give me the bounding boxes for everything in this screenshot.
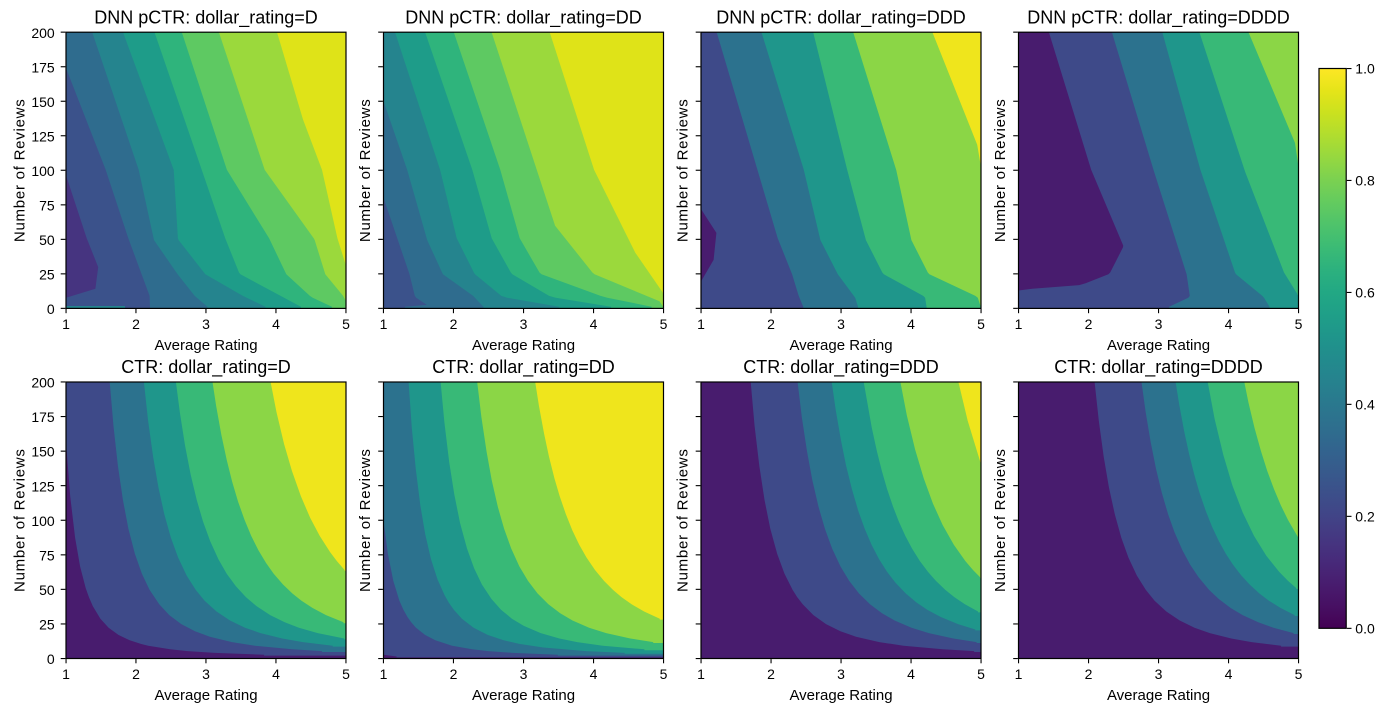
svg-text:1: 1 (380, 666, 388, 682)
svg-text:4: 4 (590, 316, 598, 332)
svg-text:3: 3 (520, 666, 528, 682)
svg-text:0: 0 (47, 651, 55, 667)
svg-text:Number of Reviews: Number of Reviews (11, 98, 28, 242)
svg-text:3: 3 (202, 666, 210, 682)
svg-text:Average Rating: Average Rating (154, 687, 257, 704)
svg-text:125: 125 (31, 478, 55, 494)
svg-text:1.0: 1.0 (1355, 61, 1375, 77)
svg-text:1: 1 (697, 666, 705, 682)
svg-text:0: 0 (47, 301, 55, 317)
svg-text:100: 100 (31, 163, 55, 179)
svg-text:5: 5 (342, 316, 350, 332)
svg-text:75: 75 (39, 547, 55, 563)
svg-text:50: 50 (39, 232, 55, 248)
svg-text:5: 5 (977, 666, 985, 682)
svg-text:1: 1 (1015, 316, 1023, 332)
svg-text:CTR: dollar_rating=DDDD: CTR: dollar_rating=DDDD (1054, 357, 1263, 378)
svg-text:4: 4 (272, 316, 280, 332)
svg-text:0.4: 0.4 (1355, 397, 1375, 413)
svg-text:1: 1 (697, 316, 705, 332)
svg-text:25: 25 (39, 267, 55, 283)
svg-text:150: 150 (31, 94, 55, 110)
svg-text:2: 2 (1085, 316, 1093, 332)
svg-text:DNN pCTR: dollar_rating=DDDD: DNN pCTR: dollar_rating=DDDD (1027, 7, 1290, 28)
svg-text:100: 100 (31, 513, 55, 529)
svg-text:3: 3 (1155, 666, 1163, 682)
svg-text:2: 2 (767, 316, 775, 332)
svg-text:Average Rating: Average Rating (789, 687, 892, 704)
svg-text:Number of Reviews: Number of Reviews (357, 98, 374, 242)
svg-text:3: 3 (520, 316, 528, 332)
svg-text:175: 175 (31, 409, 55, 425)
svg-text:Number of Reviews: Number of Reviews (11, 448, 28, 592)
svg-text:5: 5 (977, 316, 985, 332)
svg-text:2: 2 (132, 666, 140, 682)
svg-text:0.2: 0.2 (1355, 509, 1375, 525)
svg-text:125: 125 (31, 128, 55, 144)
svg-text:Average Rating: Average Rating (154, 337, 257, 354)
svg-text:2: 2 (450, 316, 458, 332)
svg-text:3: 3 (1155, 316, 1163, 332)
svg-text:4: 4 (590, 666, 598, 682)
svg-text:5: 5 (1295, 666, 1303, 682)
svg-text:Average Rating: Average Rating (1107, 687, 1210, 704)
svg-text:4: 4 (272, 666, 280, 682)
svg-text:50: 50 (39, 582, 55, 598)
svg-text:3: 3 (837, 316, 845, 332)
svg-text:4: 4 (1225, 666, 1233, 682)
svg-text:2: 2 (1085, 666, 1093, 682)
svg-text:2: 2 (767, 666, 775, 682)
svg-text:Average Rating: Average Rating (472, 687, 575, 704)
svg-text:2: 2 (132, 316, 140, 332)
svg-text:4: 4 (1225, 316, 1233, 332)
svg-text:4: 4 (907, 666, 915, 682)
svg-text:1: 1 (1015, 666, 1023, 682)
svg-text:Average Rating: Average Rating (472, 337, 575, 354)
svg-text:25: 25 (39, 617, 55, 633)
svg-text:Number of Reviews: Number of Reviews (357, 448, 374, 592)
svg-text:Number of Reviews: Number of Reviews (992, 98, 1009, 242)
svg-text:75: 75 (39, 197, 55, 213)
svg-text:5: 5 (1295, 316, 1303, 332)
svg-text:Number of Reviews: Number of Reviews (674, 448, 691, 592)
svg-text:4: 4 (907, 316, 915, 332)
svg-text:5: 5 (660, 666, 668, 682)
svg-text:2: 2 (450, 666, 458, 682)
svg-text:5: 5 (342, 666, 350, 682)
svg-text:Average Rating: Average Rating (789, 337, 892, 354)
svg-text:0.6: 0.6 (1355, 285, 1375, 301)
svg-text:Average Rating: Average Rating (1107, 337, 1210, 354)
svg-text:Number of Reviews: Number of Reviews (674, 98, 691, 242)
svg-text:1: 1 (62, 316, 70, 332)
svg-text:CTR: dollar_rating=DD: CTR: dollar_rating=DD (432, 357, 615, 378)
svg-text:175: 175 (31, 59, 55, 75)
svg-text:DNN pCTR: dollar_rating=D: DNN pCTR: dollar_rating=D (94, 7, 318, 28)
svg-text:3: 3 (837, 666, 845, 682)
svg-text:1: 1 (380, 316, 388, 332)
svg-text:0.8: 0.8 (1355, 173, 1375, 189)
svg-text:CTR: dollar_rating=D: CTR: dollar_rating=D (121, 357, 291, 378)
svg-text:3: 3 (202, 316, 210, 332)
svg-text:1: 1 (62, 666, 70, 682)
svg-text:DNN pCTR: dollar_rating=DD: DNN pCTR: dollar_rating=DD (405, 7, 642, 28)
svg-text:DNN pCTR: dollar_rating=DDD: DNN pCTR: dollar_rating=DDD (716, 7, 966, 28)
svg-text:150: 150 (31, 444, 55, 460)
svg-text:5: 5 (660, 316, 668, 332)
svg-text:Number of Reviews: Number of Reviews (992, 448, 1009, 592)
svg-text:200: 200 (31, 25, 55, 41)
svg-text:0.0: 0.0 (1355, 621, 1375, 637)
svg-text:CTR: dollar_rating=DDD: CTR: dollar_rating=DDD (743, 357, 939, 378)
svg-text:200: 200 (31, 375, 55, 391)
